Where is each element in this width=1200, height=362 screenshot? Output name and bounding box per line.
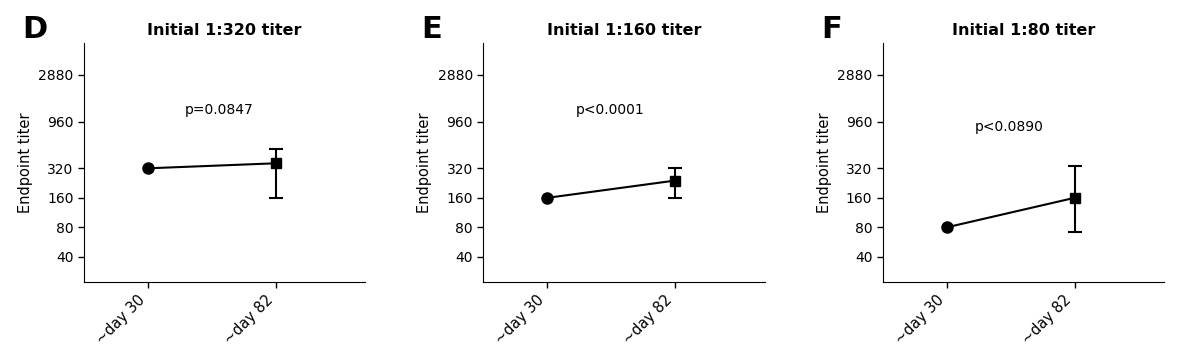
Text: p=0.0847: p=0.0847 — [185, 103, 253, 117]
Y-axis label: Endpoint titer: Endpoint titer — [418, 113, 432, 213]
Text: E: E — [421, 15, 443, 44]
Text: F: F — [821, 15, 841, 44]
Text: D: D — [22, 15, 47, 44]
Y-axis label: Endpoint titer: Endpoint titer — [816, 113, 832, 213]
Text: p<0.0001: p<0.0001 — [576, 103, 644, 117]
Title: Initial 1:320 titer: Initial 1:320 titer — [148, 23, 302, 38]
Y-axis label: Endpoint titer: Endpoint titer — [18, 113, 32, 213]
Title: Initial 1:80 titer: Initial 1:80 titer — [952, 23, 1096, 38]
Title: Initial 1:160 titer: Initial 1:160 titer — [547, 23, 701, 38]
Text: p<0.0890: p<0.0890 — [974, 120, 1044, 134]
